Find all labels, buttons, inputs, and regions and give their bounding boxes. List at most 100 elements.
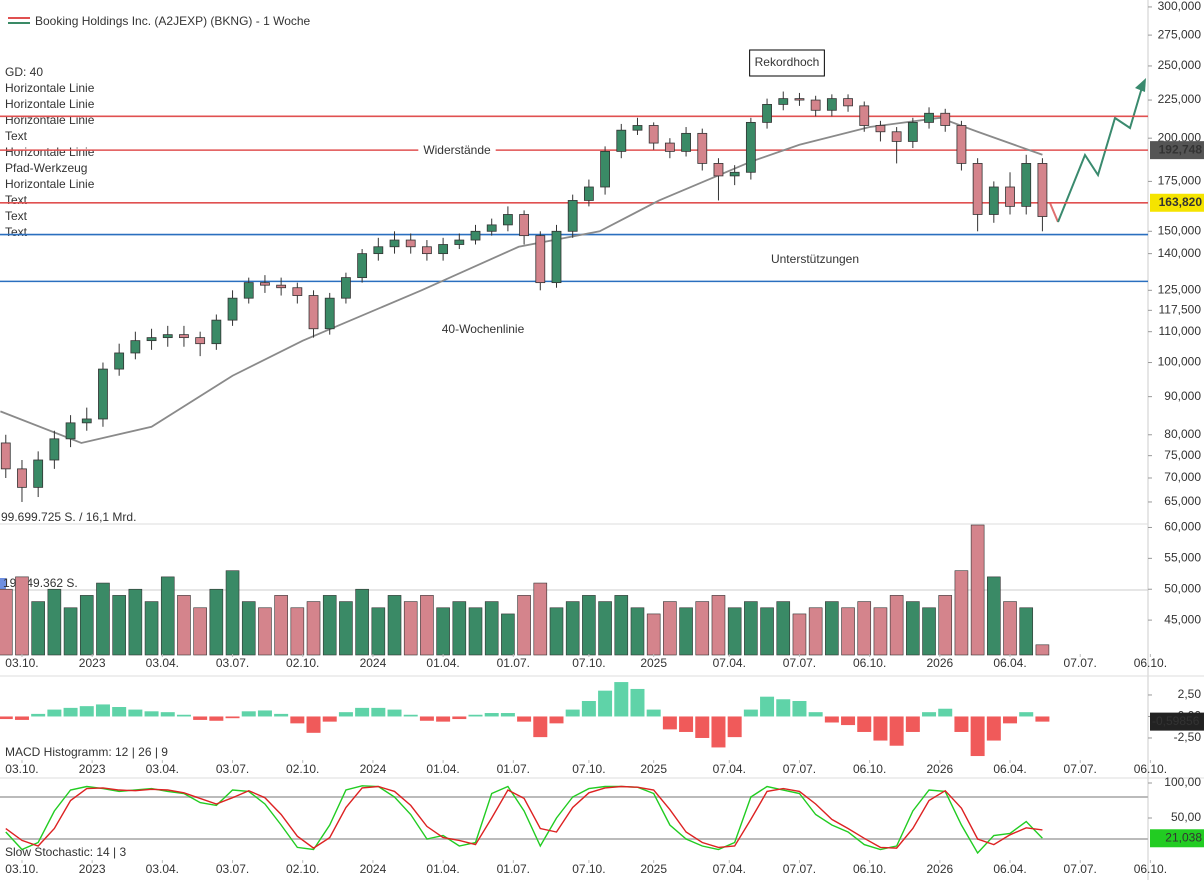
x-tick-label: 03.07.: [216, 656, 249, 670]
candle-body: [535, 235, 546, 284]
candle-body: [324, 297, 335, 330]
volume-bar: [501, 613, 515, 656]
candle-body: [389, 239, 400, 248]
macd-bar: [290, 716, 305, 724]
annotation-box: [749, 49, 825, 77]
candle-body: [0, 442, 11, 470]
volume-bar: [63, 607, 78, 656]
x-tick-label: 07.07.: [1064, 762, 1097, 776]
y-tick-label: 200,000: [1158, 130, 1202, 144]
y-tick-label: 2,50: [1178, 687, 1202, 701]
volume-bar: [225, 570, 240, 656]
macd-bar: [565, 709, 580, 717]
x-tick-label: 03.10.: [5, 862, 38, 876]
candle-body: [292, 287, 303, 296]
candle-body: [519, 214, 529, 237]
macd-bar: [47, 709, 62, 717]
macd-bar: [662, 716, 677, 730]
y-tick-label: 80,000: [1164, 427, 1201, 441]
volume-bar: [889, 595, 904, 656]
y-tick-label: 100,00: [1164, 775, 1201, 789]
macd-bar: [1003, 716, 1018, 724]
x-tick-label: 2023: [79, 862, 106, 876]
macd-bar: [128, 709, 143, 717]
candle-body: [162, 334, 173, 339]
candle-body: [502, 214, 513, 226]
macd-bar: [873, 716, 888, 741]
volume-bar: [15, 576, 29, 656]
last-value-box: [1150, 829, 1204, 848]
x-tick-label: 2023: [79, 762, 106, 776]
x-tick-label: 03.10.: [5, 762, 38, 776]
volume-bar: [436, 607, 450, 656]
volume-marker-label: 19.849.362 S.: [3, 576, 78, 590]
candle-body: [583, 186, 594, 201]
volume-bar: [565, 601, 580, 656]
tool-label: Pfad-Werkzeug: [5, 161, 87, 175]
x-tick-label: 2023: [79, 656, 106, 670]
volume-bar: [241, 601, 256, 656]
tool-label: Horizontale Linie: [5, 97, 95, 111]
macd-bar: [403, 714, 418, 717]
volume-bar: [112, 595, 126, 656]
x-tick-label: 06.10.: [1134, 656, 1167, 670]
x-tick-label: 07.07.: [783, 656, 816, 670]
volume-bar: [387, 595, 402, 656]
macd-bar: [0, 716, 13, 720]
macd-bar: [695, 716, 710, 738]
annotation-bg: [436, 317, 530, 343]
x-tick-label: 2026: [926, 762, 953, 776]
volume-bar: [533, 582, 548, 656]
candle-body: [891, 131, 902, 142]
y-tick-label: 50,000: [1164, 581, 1201, 595]
macd-bar: [306, 716, 321, 733]
candle-body: [81, 418, 92, 424]
volume-bar: [31, 601, 45, 656]
x-tick-label: 06.04.: [993, 762, 1026, 776]
volume-bar: [873, 607, 888, 656]
macd-bar: [549, 716, 564, 724]
last-value-label: 21,038: [1165, 830, 1202, 844]
annotation-bg: [765, 247, 865, 273]
volume-bar: [646, 613, 661, 656]
candle-body: [227, 297, 238, 321]
x-tick-label: 07.07.: [1064, 656, 1097, 670]
volume-bar: [808, 607, 823, 656]
tool-label: Text: [5, 193, 28, 207]
tool-label: Text: [5, 209, 28, 223]
x-tick-label: 2024: [360, 862, 387, 876]
macd-bar: [371, 707, 386, 717]
macd-bar: [241, 711, 256, 717]
candle-body: [648, 125, 659, 144]
x-tick-label: 03.07.: [216, 862, 249, 876]
candle-body: [260, 282, 270, 286]
candle-body: [794, 98, 805, 101]
x-tick-label: 01.07.: [497, 656, 530, 670]
x-tick-label: 06.10.: [853, 656, 886, 670]
annotation: Unterstützungen: [771, 252, 859, 266]
volume-bar: [193, 607, 207, 656]
x-tick-label: 03.07.: [216, 762, 249, 776]
candle-body: [681, 132, 691, 152]
candle-body: [859, 105, 870, 126]
x-tick-label: 07.04.: [713, 656, 746, 670]
y-tick-label: 117,500: [1159, 303, 1202, 317]
macd-bar: [922, 712, 937, 717]
candle-body: [1005, 186, 1015, 207]
x-tick-label: 2024: [360, 762, 387, 776]
candle-body: [179, 334, 189, 339]
volume-bar: [711, 595, 726, 656]
volume-bar: [144, 601, 159, 656]
x-tick-label: 01.04.: [426, 762, 459, 776]
macd-bar: [970, 716, 985, 757]
macd-bar: [986, 716, 1001, 741]
projection-path: [1049, 202, 1059, 223]
y-tick-label: 70,000: [1164, 470, 1201, 484]
candle-body: [98, 368, 108, 420]
macd-bar: [614, 682, 629, 717]
x-tick-label: 06.10.: [853, 862, 886, 876]
candle-body: [988, 186, 999, 215]
volume-bar: [954, 570, 969, 656]
y-tick-label: 45,000: [1164, 612, 1201, 626]
volume-bar: [484, 601, 499, 656]
